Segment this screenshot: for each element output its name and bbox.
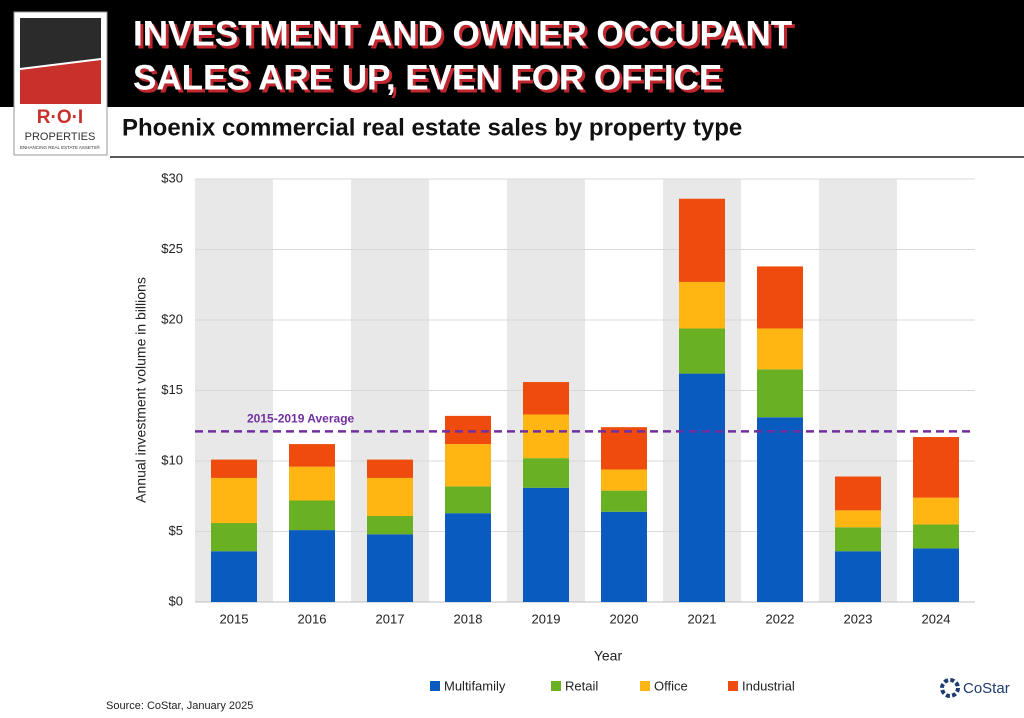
bar-segment [601, 427, 647, 470]
x-tick-label: 2022 [766, 611, 795, 626]
y-tick-label: $5 [169, 523, 183, 538]
bar-segment [913, 497, 959, 525]
legend-label: Multifamily [444, 678, 506, 693]
slide-title: INVESTMENT AND OWNER OCCUPANT [133, 14, 792, 53]
bar-segment [523, 414, 569, 459]
bar-segment [289, 466, 335, 501]
bar-segment [601, 490, 647, 512]
legend-label: Office [654, 678, 688, 693]
bar-segment [445, 486, 491, 514]
x-tick-label: 2024 [922, 611, 951, 626]
costar-icon [940, 678, 960, 698]
y-tick-label: $0 [169, 593, 183, 608]
logo-shape [20, 60, 101, 104]
x-tick-label: 2019 [532, 611, 561, 626]
bar-segment [757, 266, 803, 329]
logo-mark: R·O·I [37, 107, 83, 128]
legend-swatch [728, 681, 738, 691]
x-tick-label: 2021 [688, 611, 717, 626]
bar-segment [679, 281, 725, 329]
source-note: Source: CoStar, January 2025 [106, 700, 253, 712]
y-tick-label: $30 [161, 170, 183, 185]
chart-title: Phoenix commercial real estate sales by … [122, 114, 742, 141]
y-tick-label: $10 [161, 452, 183, 467]
x-tick-label: 2018 [454, 611, 483, 626]
costar-text: CoStar [963, 680, 1010, 697]
bar-segment [757, 328, 803, 370]
y-axis-label: Annual investment volume in billions [133, 277, 149, 503]
bar-segment [913, 437, 959, 498]
bar-segment [367, 515, 413, 535]
bar-segment [211, 551, 257, 602]
x-tick-label: 2016 [298, 611, 327, 626]
bar-segment [289, 444, 335, 467]
bar-segment [367, 477, 413, 516]
slide-title: SALES ARE UP, EVEN FOR OFFICE [133, 58, 722, 97]
legend-swatch [551, 681, 561, 691]
bar-segment [679, 328, 725, 374]
logo-tagline: ENHANCING REAL ESTATE ASSETS® [20, 144, 101, 150]
bar-segment [211, 477, 257, 524]
bar-segment [757, 369, 803, 418]
bar-segment [679, 373, 725, 602]
bar-segment [679, 198, 725, 282]
bar-segment [835, 510, 881, 528]
legend-swatch [640, 681, 650, 691]
y-tick-label: $25 [161, 241, 183, 256]
x-axis-label: Year [594, 648, 623, 664]
bar-segment [211, 459, 257, 478]
costar-logo: CoStar [940, 678, 1010, 698]
bar-segment [523, 382, 569, 415]
bar-segment [913, 548, 959, 602]
x-tick-label: 2017 [376, 611, 405, 626]
y-tick-label: $15 [161, 382, 183, 397]
average-label: 2015-2019 Average [247, 412, 355, 426]
legend-label: Industrial [742, 678, 795, 693]
bar-segment [757, 417, 803, 602]
bar-segment [601, 511, 647, 602]
bar-segment [367, 534, 413, 602]
bar-segment [211, 523, 257, 552]
bar-segment [523, 458, 569, 488]
x-tick-label: 2020 [610, 611, 639, 626]
logo-name: PROPERTIES [25, 131, 96, 143]
bar-segment [367, 459, 413, 478]
bar-segment [835, 476, 881, 511]
header-band [0, 0, 1024, 107]
logo-shape [20, 18, 101, 68]
legend-label: Retail [565, 678, 598, 693]
bar-segment [445, 444, 491, 487]
bar-segment [289, 500, 335, 531]
bar-segment [445, 415, 491, 445]
bar-segment [445, 513, 491, 602]
bar-segment [523, 487, 569, 602]
legend-swatch [430, 681, 440, 691]
bar-segment [289, 530, 335, 602]
plot: $0 $5 $10 $15 $20 $25 $30 2015 2016 2017 2018 2019 2… [161, 170, 975, 693]
bar-segment [835, 551, 881, 602]
y-tick-label: $20 [161, 311, 183, 326]
x-tick-label: 2023 [844, 611, 873, 626]
bar-segment [913, 524, 959, 549]
bar-segment [835, 527, 881, 552]
logo: R·O·I PROPERTIES ENHANCING REAL ESTATE A… [13, 11, 108, 156]
bar-segment [601, 469, 647, 491]
x-tick-label: 2015 [220, 611, 249, 626]
